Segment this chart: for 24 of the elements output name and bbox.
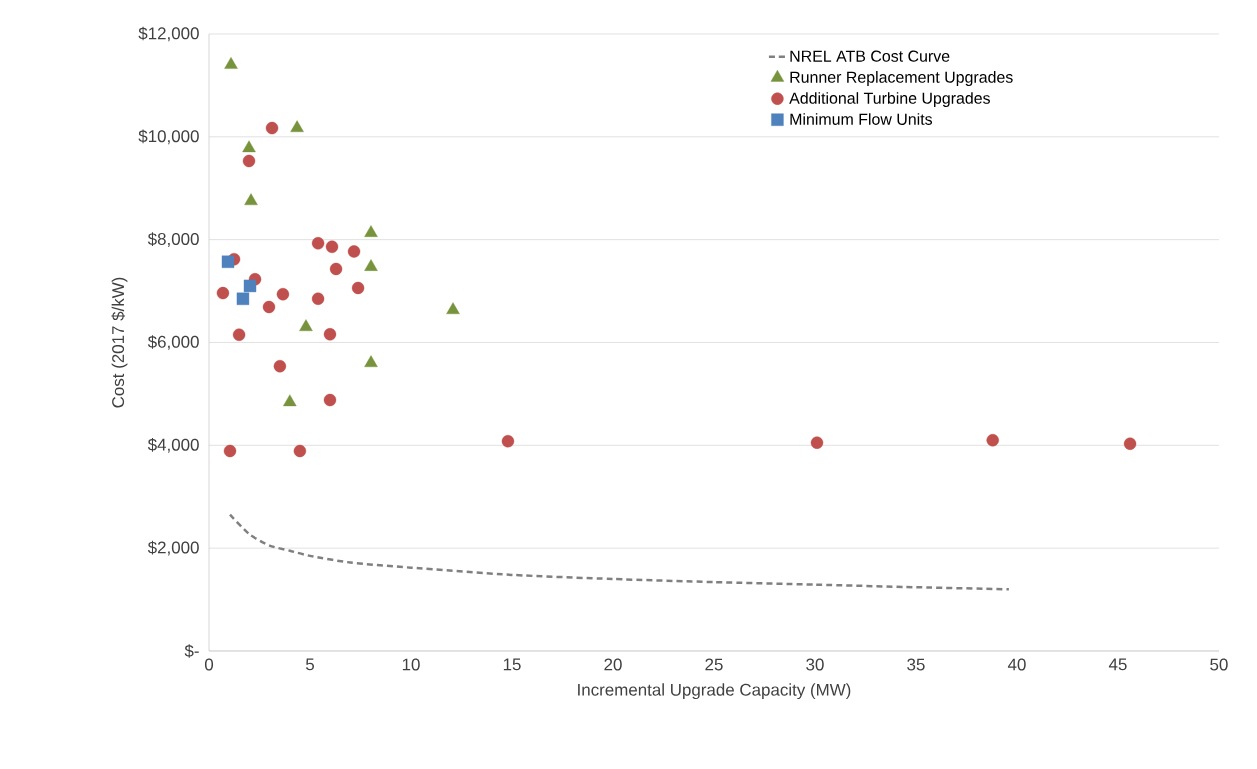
x-tick-label: 45 [1108,658,1127,671]
y-tick-label: $6,000 [147,335,199,350]
y-tick-label: $4,000 [147,437,199,453]
legend-label: Additional Turbine Upgrades [789,92,990,108]
x-tick-label: 15 [503,658,521,671]
y-tick-label: $10,000 [138,129,199,145]
legend-label: Runner Replacement Upgrades [790,71,1013,86]
x-tick-label: 30 [806,658,824,671]
x-axis-title: Incremental Upgrade Capacity (MW) [578,683,851,700]
x-tick-label: 25 [705,658,723,671]
x-tick-label: 40 [1007,658,1026,671]
y-tick-label: $8,000 [147,232,199,248]
x-tick-label: 35 [907,658,925,671]
legend-label: Minimum Flow Units [790,113,933,125]
legend-label: NREL ATB Cost Curve [790,50,950,62]
y-axis-title: Cost (2017 $/kW) [111,277,128,408]
x-tick-label: 0 [204,658,214,671]
x-tick-label: 50 [1210,658,1228,671]
y-tick-label: $12,000 [138,26,199,42]
y-tick-label: $2,000 [147,540,199,556]
x-tick-label: 5 [305,658,314,671]
y-tick-label: $- [184,644,199,658]
x-tick-label: 10 [402,658,420,671]
x-tick-label: 20 [604,658,622,671]
